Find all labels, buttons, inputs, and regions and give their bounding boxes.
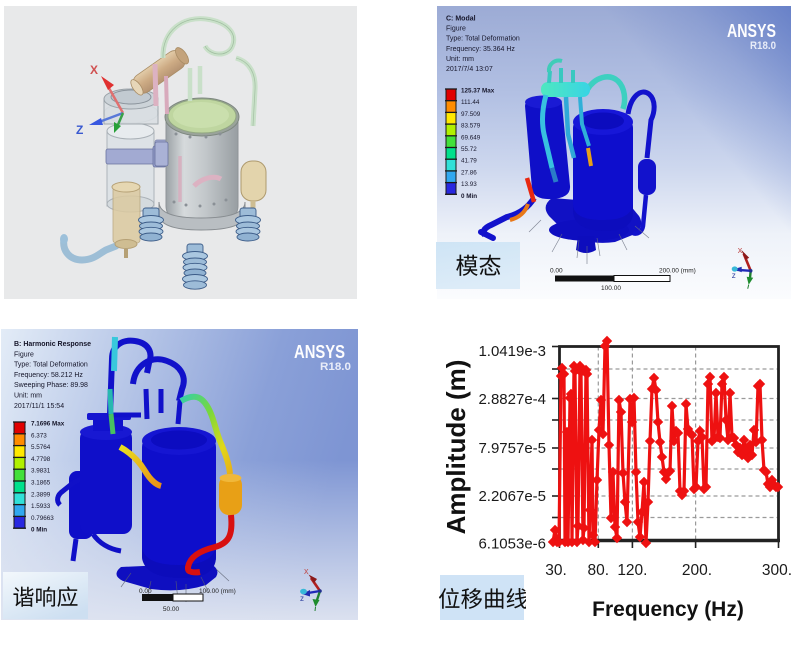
svg-text:100.00 (mm): 100.00 (mm) [199,588,236,595]
svg-text:50.00: 50.00 [163,606,180,613]
svg-text:0.00: 0.00 [550,268,563,275]
svg-text:30.80.120.200.300.: 30. 80. 120. 200. 300. [545,562,792,579]
svg-text:x: x [738,245,743,255]
svg-text:0.00: 0.00 [139,588,152,595]
svg-text:ANSYS: ANSYS [727,21,776,41]
svg-text:Amplitude (m): Amplitude (m) [441,360,471,535]
svg-text:R18.0: R18.0 [320,361,351,373]
svg-text:Frequency (Hz): Frequency (Hz) [592,598,744,621]
svg-text:x: x [304,566,309,576]
svg-text:R18.0: R18.0 [750,40,776,52]
svg-text:1.0419e-32.8827e-47.9757e-52.2: 1.0419e-3 2.8827e-4 7.9757e-5 2.2067e-5 6.10… [478,343,546,553]
svg-text:Z: Z [76,123,83,137]
svg-text:100.00: 100.00 [601,285,621,292]
svg-text:200.00 (mm): 200.00 (mm) [659,268,696,275]
svg-text:z: z [732,271,736,280]
svg-text:z: z [300,594,304,603]
svg-text:ANSYS: ANSYS [294,342,345,362]
svg-text:X: X [90,63,98,77]
